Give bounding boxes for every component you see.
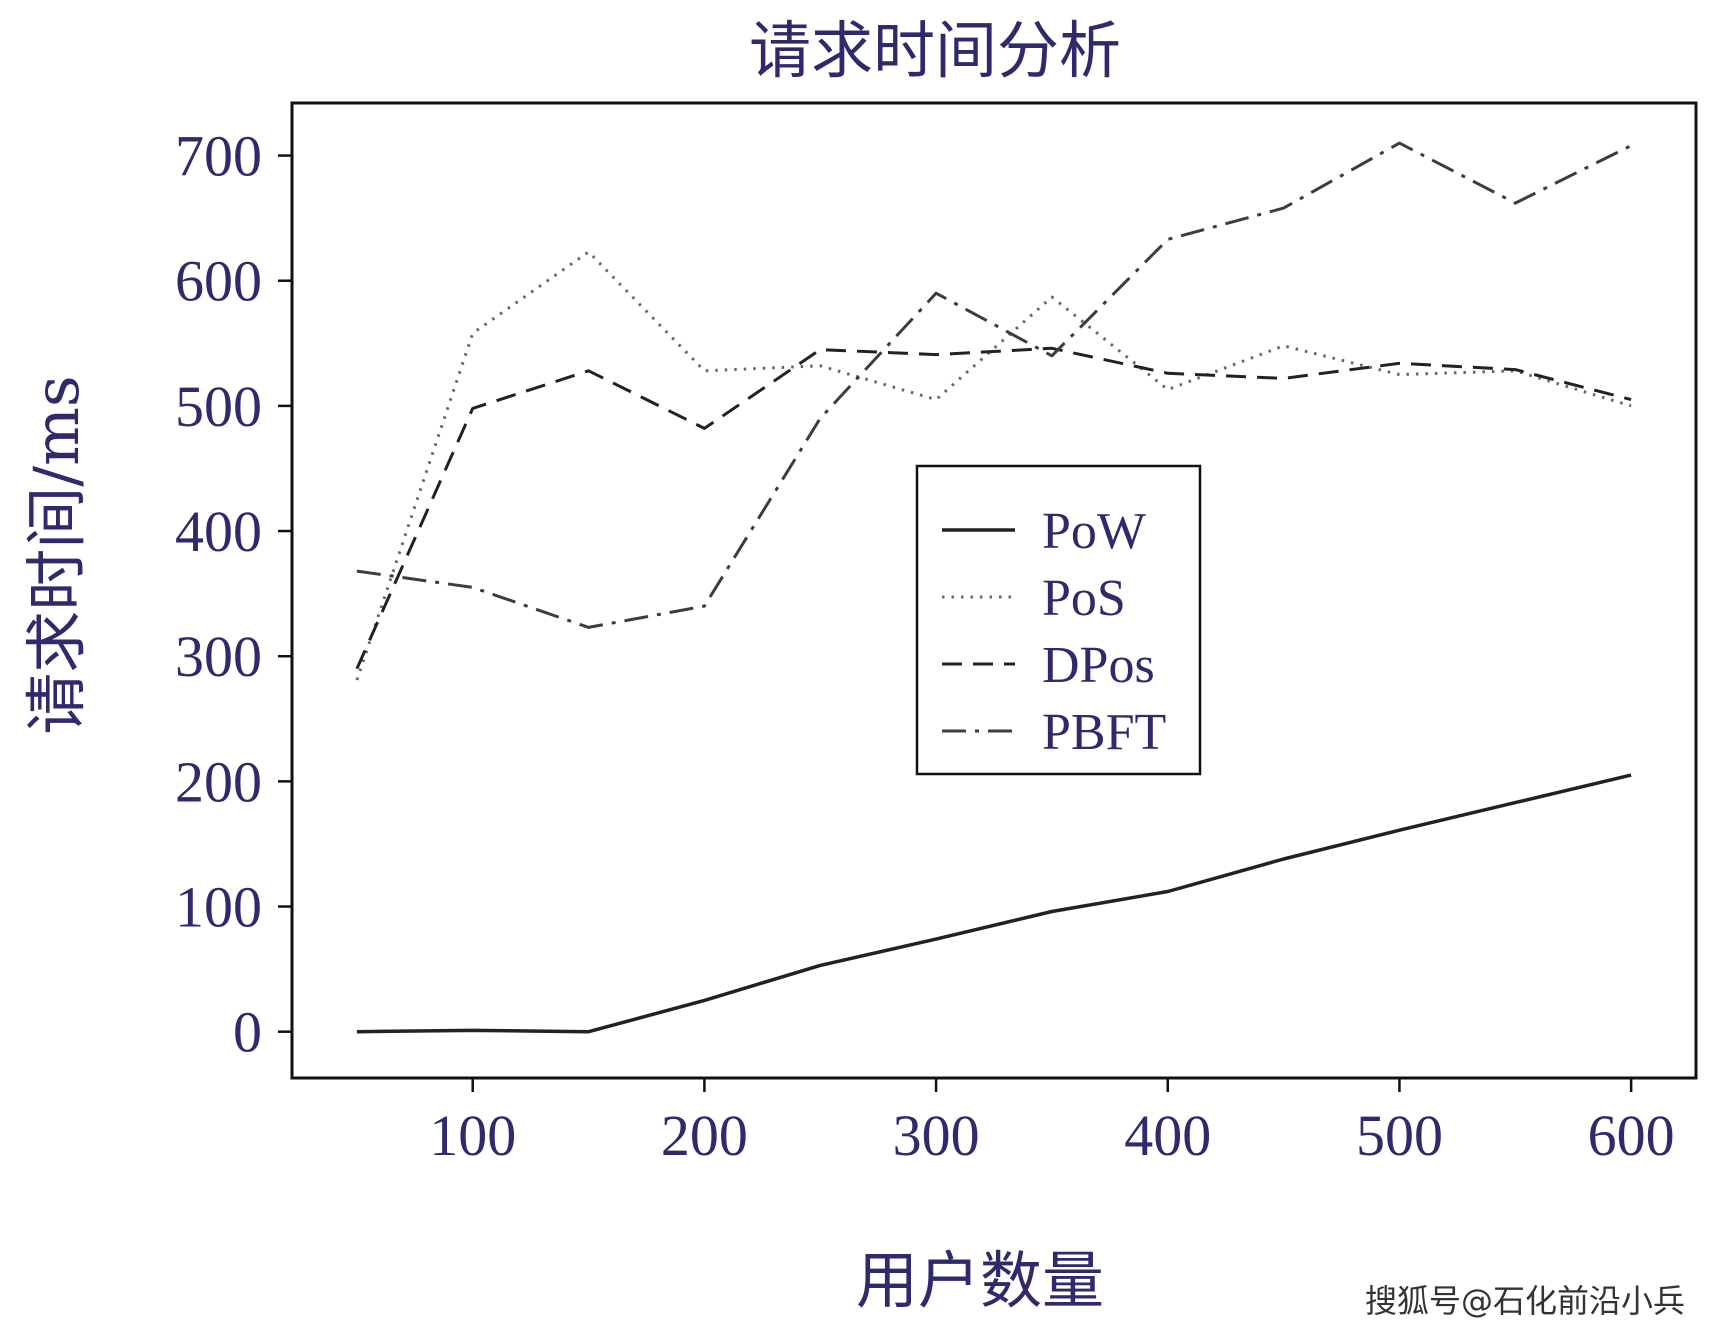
x-axis-label: 用户数量 bbox=[856, 1244, 1104, 1317]
x-tick-label: 200 bbox=[661, 1103, 748, 1168]
y-tick-label: 200 bbox=[175, 749, 262, 814]
series-line-dpos bbox=[355, 346, 1632, 670]
y-tick-label: 600 bbox=[175, 249, 262, 314]
legend-label-pos: PoS bbox=[1042, 570, 1126, 627]
y-tick-label: 100 bbox=[175, 875, 262, 940]
legend-box bbox=[915, 464, 1202, 776]
y-tick-label: 500 bbox=[175, 374, 262, 439]
legend: PoW PoS DPos PBFT bbox=[915, 464, 1202, 776]
y-tick-label: 400 bbox=[175, 499, 262, 564]
series-layer bbox=[355, 141, 1632, 1034]
y-tick-label: 0 bbox=[233, 1000, 262, 1065]
legend-label-pow: PoW bbox=[1042, 503, 1146, 560]
x-axis: 100 200 300 400 500 600 bbox=[429, 1078, 1675, 1168]
x-tick-label: 600 bbox=[1588, 1103, 1675, 1168]
y-axis-label: 请求时间/ms bbox=[20, 375, 93, 735]
series-line-pbft bbox=[356, 141, 1632, 629]
legend-label-dpos: DPos bbox=[1042, 637, 1155, 694]
legend-label-pbft: PBFT bbox=[1042, 704, 1166, 761]
x-tick-label: 300 bbox=[893, 1103, 980, 1168]
x-tick-label: 500 bbox=[1356, 1103, 1443, 1168]
chart-title: 请求时间分析 bbox=[749, 14, 1121, 87]
plot-frame bbox=[290, 101, 1698, 1080]
x-tick-label: 400 bbox=[1124, 1103, 1211, 1168]
x-tick-label: 100 bbox=[429, 1103, 516, 1168]
y-axis: 0 100 200 300 400 500 600 700 bbox=[175, 124, 292, 1065]
series-line-pow bbox=[356, 773, 1632, 1034]
y-tick-label: 700 bbox=[175, 124, 262, 189]
watermark: 搜狐号@石化前沿小兵 bbox=[1365, 1282, 1685, 1320]
y-tick-label: 300 bbox=[175, 624, 262, 689]
